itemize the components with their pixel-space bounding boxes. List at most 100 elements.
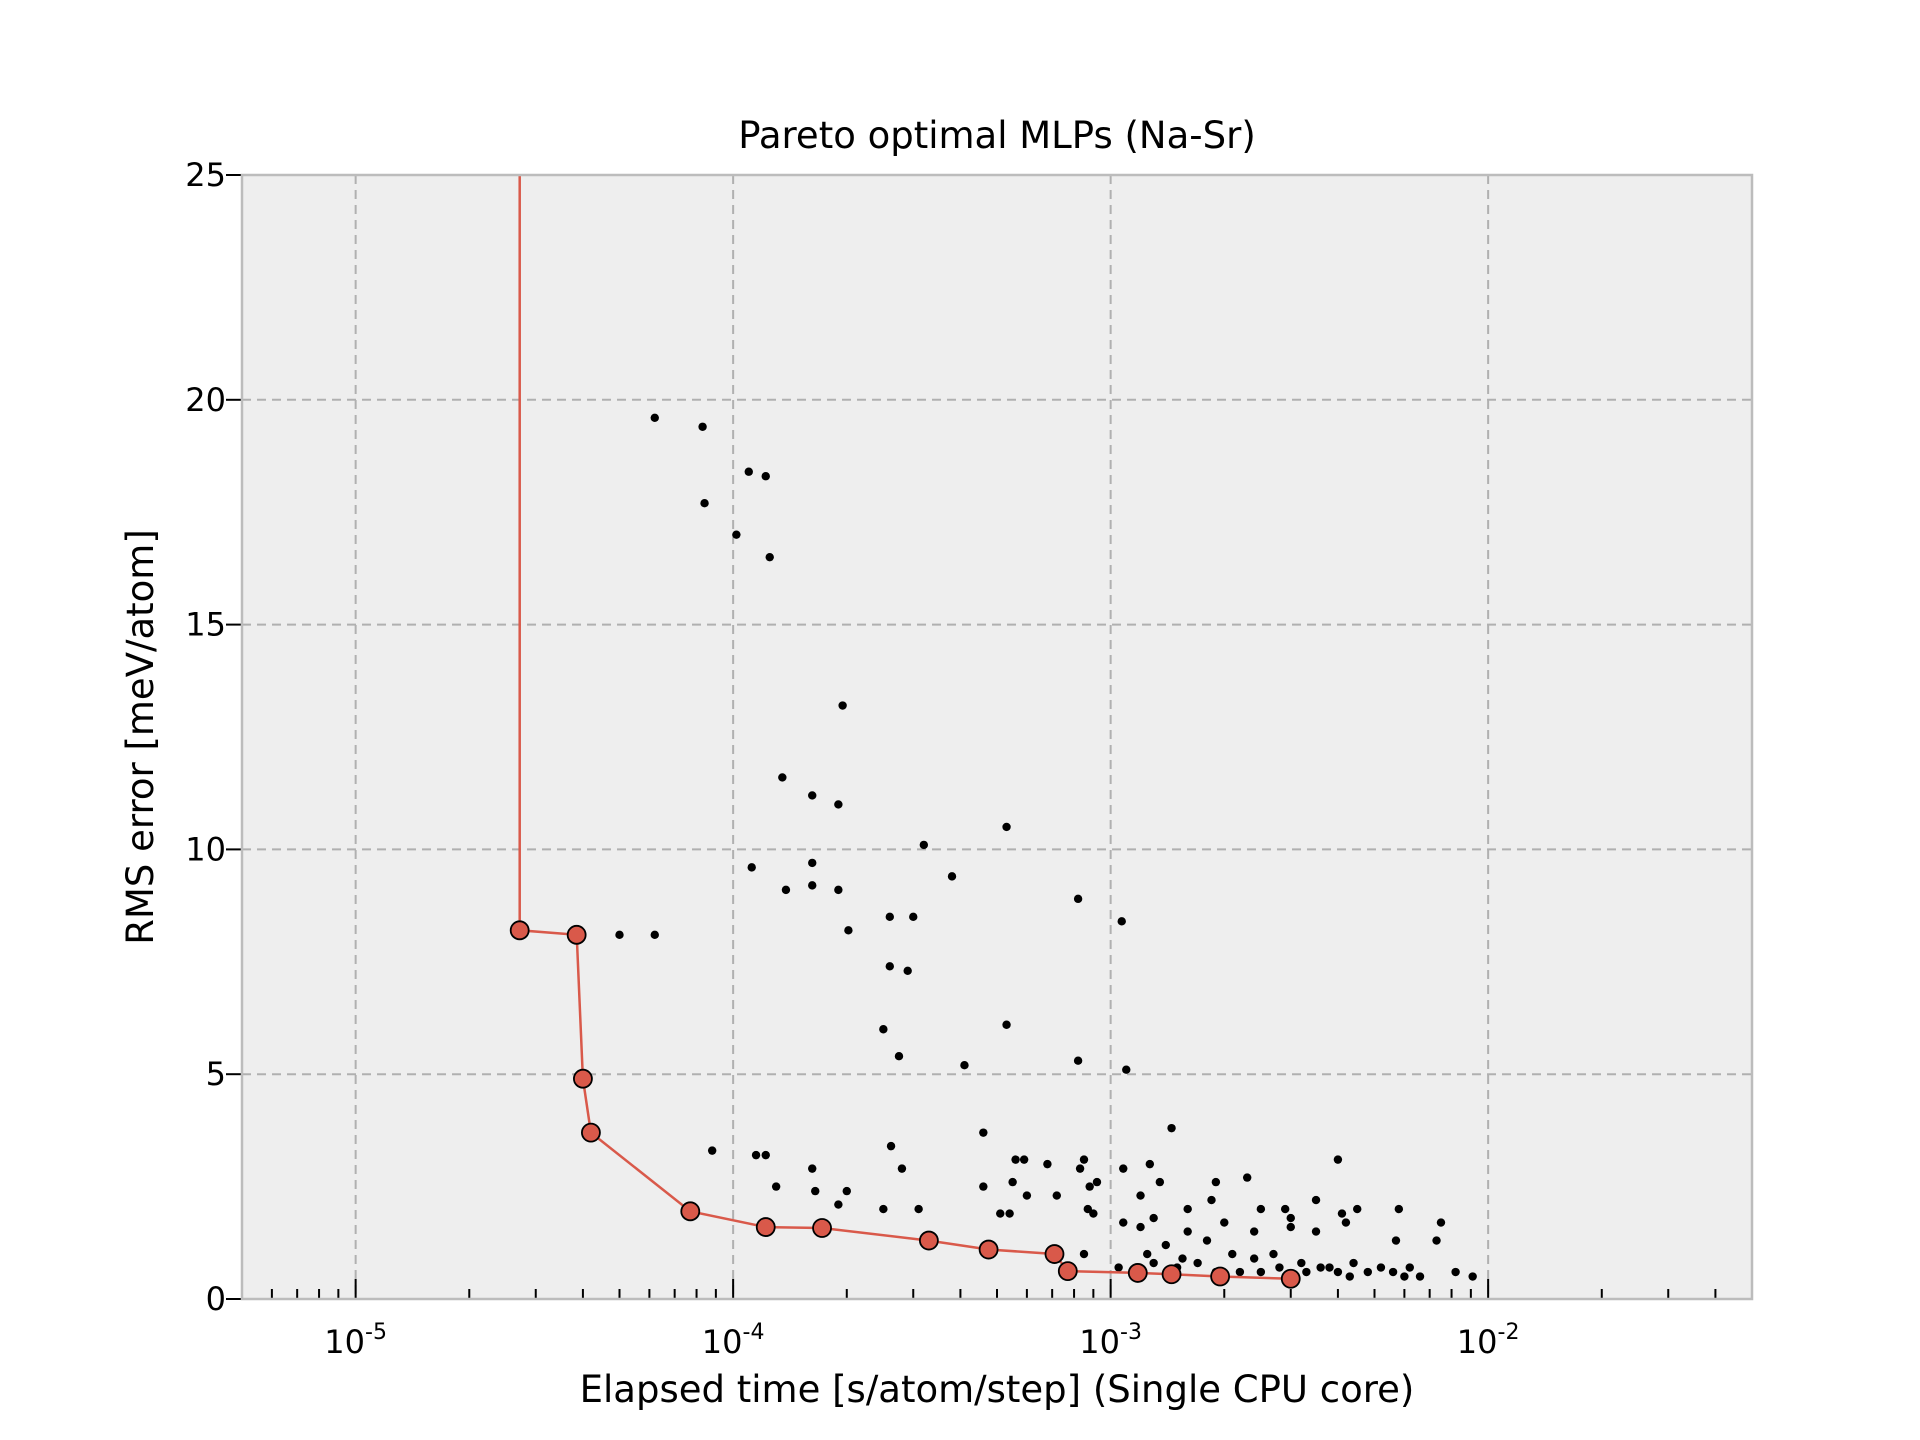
scatter-point xyxy=(947,872,957,881)
scatter-point xyxy=(808,858,817,868)
scatter-point xyxy=(1415,1272,1425,1281)
scatter-point xyxy=(761,472,770,481)
scatter-point xyxy=(897,1164,907,1173)
scatter-point xyxy=(808,791,817,800)
scatter-point xyxy=(919,840,929,850)
scatter-point xyxy=(1353,1204,1362,1214)
pareto-point xyxy=(573,1068,593,1089)
scatter-point xyxy=(903,966,912,975)
scatter-point xyxy=(886,1141,896,1151)
scatter-point xyxy=(909,912,918,922)
x-tick-label: 10-3 xyxy=(1079,1320,1142,1361)
scatter-point xyxy=(811,1186,820,1196)
scatter-point xyxy=(1249,1254,1259,1263)
scatter-point xyxy=(879,1204,888,1214)
pareto-front xyxy=(509,175,1301,1289)
scatter-point xyxy=(1302,1267,1311,1277)
scatter-point xyxy=(761,1150,770,1160)
pareto-point xyxy=(1044,1244,1065,1264)
scatter-point xyxy=(751,1150,761,1160)
x-tick-label: 10-5 xyxy=(324,1320,387,1361)
scatter-point xyxy=(1079,1155,1089,1164)
scatter-point xyxy=(1345,1272,1354,1281)
scatter-point xyxy=(979,1182,988,1191)
scatter-point xyxy=(1002,822,1011,832)
pareto-point xyxy=(1057,1261,1078,1282)
pareto-point xyxy=(918,1230,939,1251)
scatter-point xyxy=(1073,1056,1083,1065)
pareto-point xyxy=(581,1122,601,1143)
scatter-point xyxy=(1193,1258,1202,1268)
scatter-point xyxy=(1391,1236,1401,1245)
scatter-point xyxy=(700,499,709,508)
scatter-point xyxy=(1122,1065,1131,1074)
scatter-point xyxy=(1249,1227,1259,1236)
scatter-point xyxy=(1011,1155,1020,1164)
pareto-point xyxy=(1127,1263,1148,1283)
scatter-point xyxy=(960,1061,969,1070)
scatter-point xyxy=(1256,1267,1266,1277)
scatter-point xyxy=(650,930,659,940)
scatter-point xyxy=(979,1128,988,1137)
scatter-point xyxy=(808,1164,817,1173)
pareto-line xyxy=(518,175,1291,1281)
y-tick-label: 0 xyxy=(206,1280,226,1318)
scatter-point xyxy=(1297,1258,1306,1268)
pareto-point xyxy=(566,924,587,945)
scatter-point xyxy=(894,1052,904,1061)
pareto-point xyxy=(978,1239,999,1260)
scatter-point xyxy=(1202,1236,1212,1245)
scatter-point xyxy=(1178,1254,1187,1263)
plot-area xyxy=(242,175,1752,1299)
scatter-point xyxy=(842,1186,851,1196)
scatter-point xyxy=(1242,1173,1252,1182)
scatter-point xyxy=(1136,1222,1145,1232)
x-tick-exponent: -3 xyxy=(1120,1320,1142,1345)
scatter-point xyxy=(1043,1159,1052,1169)
scatter-point xyxy=(879,1025,888,1034)
scatter-point xyxy=(1155,1177,1165,1187)
scatter-point xyxy=(1333,1267,1343,1277)
scatter-point xyxy=(1400,1272,1409,1281)
scatter-point xyxy=(1183,1227,1192,1236)
scatter-point xyxy=(1183,1204,1192,1214)
grid xyxy=(242,175,1752,1299)
scatter-point xyxy=(1311,1227,1321,1236)
x-tick-exponent: -4 xyxy=(743,1320,765,1345)
scatter-point xyxy=(1161,1240,1171,1250)
scatter-point xyxy=(765,552,774,562)
scatter-point xyxy=(1256,1204,1266,1214)
scatter-point xyxy=(838,701,847,710)
x-tick-base: 10 xyxy=(324,1323,365,1361)
scatter-point xyxy=(778,773,787,782)
scatter-point xyxy=(1363,1267,1373,1277)
chart-title: Pareto optimal MLPs (Na-Sr) xyxy=(738,114,1256,157)
x-tick-exponent: -5 xyxy=(365,1320,387,1345)
scatter-point xyxy=(1079,1249,1089,1259)
scatter-point xyxy=(1436,1218,1446,1227)
scatter-point xyxy=(707,1146,717,1155)
scatter-point xyxy=(732,530,741,539)
scatter-point xyxy=(1022,1191,1032,1200)
x-tick-base: 10 xyxy=(1457,1323,1498,1361)
scatter-point xyxy=(1075,1164,1085,1173)
scatter-point xyxy=(1136,1191,1145,1200)
scatter-point xyxy=(1052,1191,1061,1200)
scatter-point xyxy=(771,1182,781,1191)
scatter-point xyxy=(834,1200,843,1209)
scatter-point xyxy=(834,885,843,895)
scatter-point xyxy=(1089,1209,1098,1218)
scatter-point xyxy=(1468,1272,1477,1281)
x-tick-base: 10 xyxy=(1079,1323,1120,1361)
scatter-point xyxy=(747,863,756,872)
y-tick-label: 15 xyxy=(185,606,226,644)
pareto-point xyxy=(680,1201,701,1222)
scatter-point xyxy=(1220,1218,1229,1227)
y-tick-label: 10 xyxy=(185,830,226,868)
y-axis-label: RMS error [meV/atom] xyxy=(119,529,162,945)
scatter-point xyxy=(1092,1177,1102,1187)
scatter-point xyxy=(844,926,853,935)
scatter-point xyxy=(1083,1204,1093,1214)
